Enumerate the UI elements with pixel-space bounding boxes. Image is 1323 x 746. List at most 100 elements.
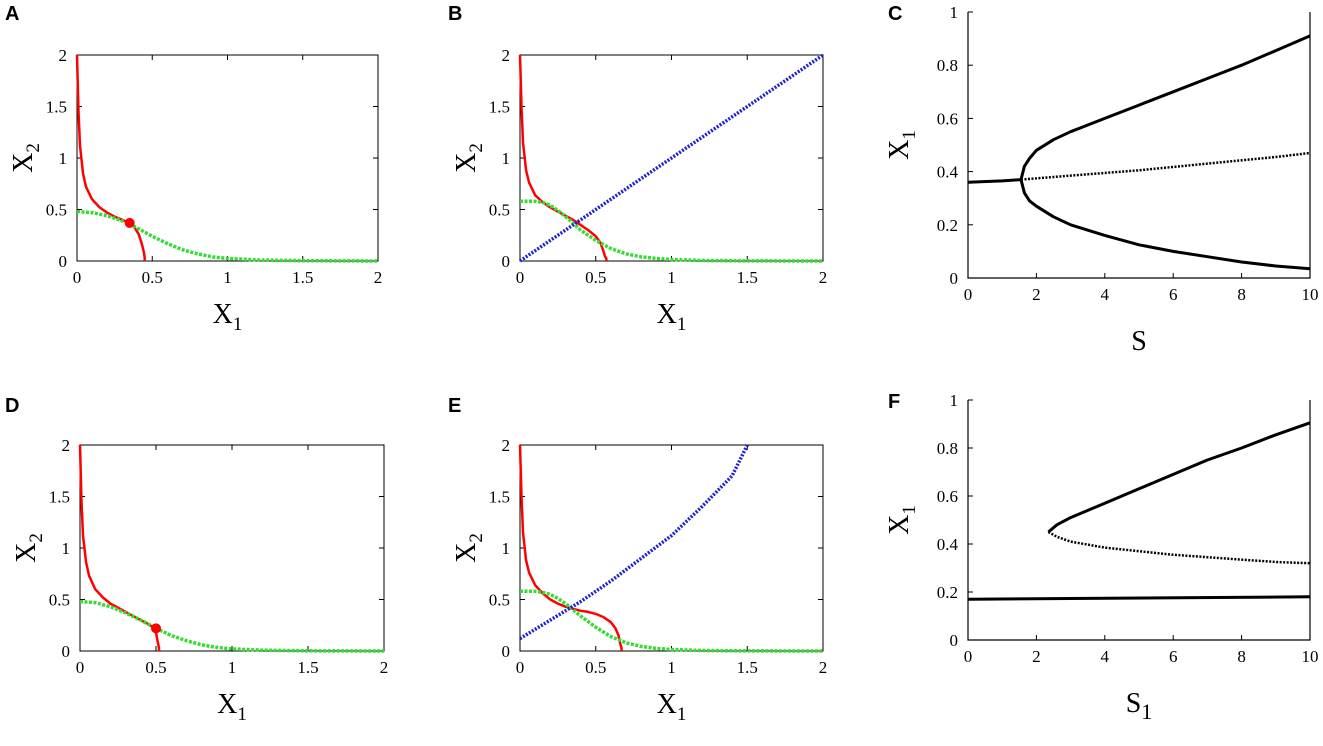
x-tick-label: 0.5 [145,658,166,677]
x-tick-label: 4 [1101,285,1110,304]
x-axis-label: X1 [657,689,687,725]
x-axis-label: X1 [657,299,687,335]
y-tick-label: 0 [502,642,511,661]
x-tick-label: 1.5 [292,268,313,287]
x-axis-label: X1 [217,689,247,725]
y-axis-label: X2 [8,143,44,173]
x-tick-label: 0 [516,658,525,677]
series-line-2 [1019,34,1311,180]
x-tick-label: 4 [1101,647,1110,666]
y-tick-label: 2 [59,46,68,65]
x-tick-label: 10 [1302,647,1319,666]
y-tick-label: 0.5 [489,201,510,220]
y-tick-label: 0.5 [489,591,510,610]
x-tick-label: 1.5 [737,268,758,287]
y-tick-label: 0 [59,252,68,271]
x-tick-label: 0.5 [142,268,163,287]
x-tick-label: 0 [73,268,82,287]
plot-frame [79,444,385,652]
y-tick-label: 0.2 [937,216,958,235]
panel-d: D 0 0.5 1 1.5 2 0 0.5 1 1.5 2 X1 X2 [5,395,388,725]
panel-letter: C [888,3,902,25]
y-axis-label: X1 [884,130,920,160]
y-tick-label: 1 [502,149,511,168]
plot-frame [76,54,379,262]
x-tick-label: 2 [819,268,828,287]
y-tick-label: 1 [59,149,68,168]
y-tick-label: 1.5 [49,488,70,507]
x-tick-label: 1.5 [737,658,758,677]
y-tick-label: 1 [950,391,959,410]
x-tick-label: 0.5 [585,658,606,677]
y-tick-label: 0.2 [937,583,958,602]
x-tick-label: 8 [1237,285,1246,304]
y-tick-label: 0.5 [49,591,70,610]
series-line-1 [967,595,1311,601]
panel-b: B 0 0.5 1 1.5 2 0 0.5 1 1.5 2 X1 X2 [448,3,827,335]
y-tick-label: 1.5 [489,98,510,117]
panel-f: F 0 2 4 6 8 10 0 0.2 0.4 0.6 0.8 1 S1 X1 [884,391,1319,724]
series-line-3 [1019,179,1311,271]
y-axis-label: X2 [11,533,47,563]
y-tick-label: 0.4 [937,163,959,182]
panel-letter: B [448,3,462,25]
panel-e: E 0 0.5 1 1.5 2 0 0.5 1 1.5 2 X1 X2 [448,395,827,725]
y-tick-label: 0.4 [937,535,959,554]
x-tick-label: 2 [1032,285,1041,304]
x-tick-label: 0 [516,268,525,287]
panel-letter: F [888,391,900,413]
y-tick-label: 1 [950,3,959,22]
y-tick-label: 2 [62,436,71,455]
x-tick-label: 0 [76,658,85,677]
panel-letter: D [5,395,19,417]
x-tick-label: 0 [964,647,973,666]
y-tick-label: 0 [950,269,959,288]
panel-a: A 0 0.5 1 1.5 2 0 0.5 1 1.5 2 X1 X2 [5,3,382,335]
x-axis-label: X1 [213,299,243,335]
x-tick-label: 2 [1032,647,1041,666]
equilibrium-point [151,623,161,634]
x-tick-label: 2 [374,268,383,287]
y-tick-label: 1.5 [489,488,510,507]
x-axis-label: S1 [1126,688,1153,724]
x-tick-label: 10 [1302,285,1319,304]
y-tick-label: 0 [502,252,511,271]
y-tick-label: 0.8 [937,56,958,75]
x-tick-label: 2 [380,658,389,677]
x-tick-label: 6 [1169,285,1178,304]
series-line-1 [967,178,1022,184]
y-tick-label: 1.5 [46,98,67,117]
y-tick-label: 0 [62,642,71,661]
panel-letter: E [448,395,461,417]
x-tick-label: 0 [964,285,973,304]
series-line-2 [76,209,379,263]
y-tick-label: 2 [502,436,511,455]
series-line-1 [78,444,161,651]
series-line-3 [519,444,749,641]
y-tick-label: 2 [502,46,511,65]
plot-frame [519,444,824,652]
y-tick-label: 0 [950,631,959,650]
y-tick-label: 0.6 [937,109,958,128]
series-line-2 [1047,421,1311,534]
y-tick-label: 0.5 [46,201,67,220]
equilibrium-point [124,217,135,228]
x-tick-label: 8 [1237,647,1246,666]
y-tick-label: 0.8 [937,439,958,458]
x-tick-label: 1.5 [297,658,318,677]
series-line-1 [75,54,146,261]
series-line-1 [518,444,623,651]
x-tick-label: 0.5 [585,268,606,287]
y-tick-label: 1 [62,539,71,558]
series-line-2 [520,589,824,653]
series-line-2 [520,199,824,263]
plot-frame [967,12,1311,279]
x-tick-label: 6 [1169,647,1178,666]
series-line-3 [519,53,824,263]
series-line-1 [518,54,608,261]
panel-letter: A [5,3,19,25]
y-tick-label: 0.6 [937,487,958,506]
y-axis-label: X1 [884,505,920,535]
x-axis-label: S [1131,326,1147,357]
